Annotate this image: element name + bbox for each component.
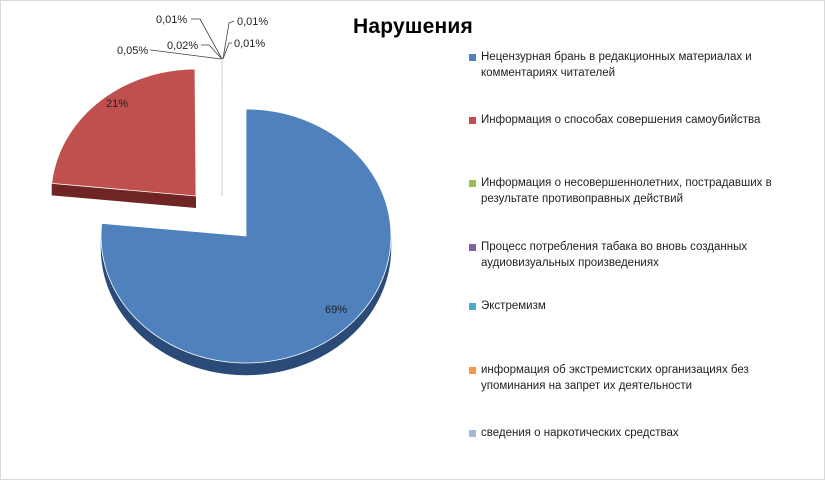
legend-swatch — [469, 117, 476, 124]
leader-line — [191, 19, 222, 59]
legend-swatch — [469, 54, 476, 61]
legend-label: Информация о несовершеннолетних, пострад… — [481, 175, 801, 207]
leader-line — [223, 21, 234, 59]
legend-label: Нецензурная брань в редакционных материа… — [481, 49, 801, 81]
legend-label: информация об экстремистских организация… — [481, 362, 801, 394]
data-label: 0,01% — [237, 16, 268, 28]
data-label: 0,01% — [234, 38, 265, 50]
chart-title: Нарушения — [353, 15, 473, 39]
pie-slice — [52, 69, 196, 196]
data-label: 0,01% — [156, 14, 187, 26]
data-label: 21% — [106, 98, 128, 110]
legend-swatch — [469, 244, 476, 251]
legend-label: Экстремизм — [481, 298, 801, 314]
data-label: 0,02% — [167, 40, 198, 52]
legend-label: Процесс потребления табака во вновь созд… — [481, 239, 801, 271]
legend-swatch — [469, 180, 476, 187]
legend-label: сведения о наркотических средствах — [481, 425, 801, 441]
data-label: 69% — [325, 304, 347, 316]
data-label: 0,05% — [117, 45, 148, 57]
legend-swatch — [469, 303, 476, 310]
legend-swatch — [469, 367, 476, 374]
legend-swatch — [469, 430, 476, 437]
legend-label: Информация о способах совершения самоуби… — [481, 112, 801, 128]
